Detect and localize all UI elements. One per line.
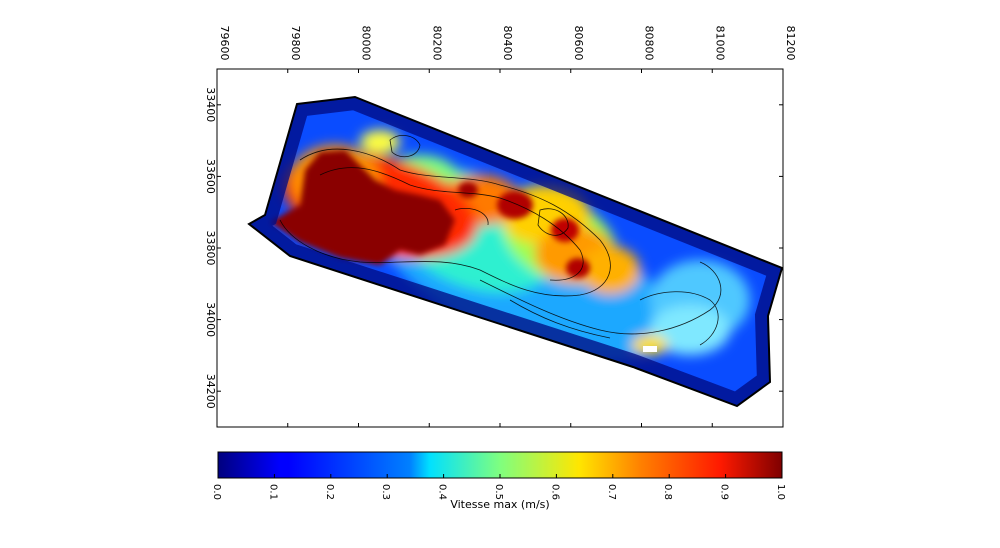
y-tick-label: 34000 [204, 302, 217, 337]
y-tick-label: 33800 [204, 231, 217, 266]
x-tick-label: 80200 [430, 26, 443, 61]
domain-outline [247, 95, 784, 408]
y-tick-label: 34200 [204, 374, 217, 409]
x-tick-label: 79600 [218, 26, 231, 61]
colorbar-tick-label: 0.1 [267, 484, 278, 500]
colorbar-tick-label: 0.3 [380, 484, 391, 500]
x-tick-label: 80600 [572, 26, 585, 61]
x-tick-label: 80800 [643, 26, 656, 61]
x-tick-label: 79800 [289, 26, 302, 61]
colorbar-tick-label: 0.5 [493, 484, 504, 500]
colorbar: 0.0 0.1 0.2 0.3 0.4 0.5 0.6 0.7 0.8 0.9 1.0 Vitess… [211, 451, 786, 511]
colorbar-tick-label: 0.4 [437, 484, 448, 500]
x-tick-label: 81200 [784, 26, 797, 61]
x-tick-label: 80000 [360, 26, 373, 61]
y-axis: 33400 33600 33800 34000 34200 [204, 87, 783, 409]
colorbar-gradient [217, 451, 783, 479]
colorbar-tick-label: 0.6 [549, 484, 560, 500]
colorbar-tick-label: 0.8 [662, 484, 673, 500]
y-tick-label: 33600 [204, 159, 217, 194]
colorbar-tick-label: 1.0 [775, 484, 786, 500]
colorbar-tick-label: 0.9 [719, 484, 730, 500]
colorbar-tick-label: 0.2 [324, 484, 335, 500]
colorbar-tick-label: 0.0 [211, 484, 222, 500]
x-tick-label: 81000 [713, 26, 726, 61]
y-tick-label: 33400 [204, 87, 217, 122]
colorbar-ticks: 0.0 0.1 0.2 0.3 0.4 0.5 0.6 0.7 0.8 0.9 1.0 [211, 474, 786, 500]
x-tick-label: 80400 [501, 26, 514, 61]
colorbar-tick-label: 0.7 [606, 484, 617, 500]
colorbar-label: Vitesse max (m/s) [450, 498, 549, 511]
x-axis: 79600 79800 80000 80200 80400 80600 80800 81000… [216, 26, 797, 427]
velocity-field [249, 97, 782, 406]
